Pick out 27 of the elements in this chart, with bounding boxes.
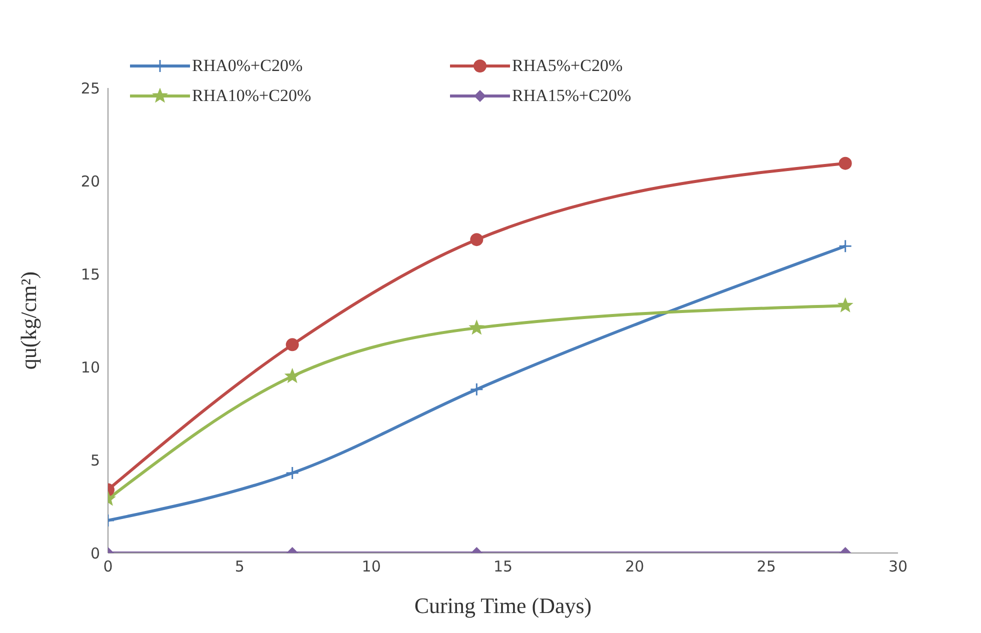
x-tick-label: 25 [756,558,776,576]
x-tick-label: 20 [625,558,644,576]
legend-label: RHA5%+C20% [512,56,623,76]
y-tick-label: 10 [80,358,100,376]
x-tick-label: 15 [493,558,513,576]
y-tick-label: 20 [80,172,100,190]
y-tick-label: 5 [90,451,100,470]
point [838,239,852,253]
x-axis-title: Curing Time (Days) [414,593,592,618]
point [285,368,300,382]
legend-label: RHA10%+C20% [192,86,312,106]
x-tick-label: 30 [888,558,908,576]
y-axis-title: qu(kg/cm²) [16,271,41,370]
point [286,338,299,352]
y-tick-label: 25 [80,79,100,98]
y-tick-label: 0 [90,544,100,562]
point [838,156,852,170]
y-tick-label: 15 [80,265,100,284]
x-tick-label: 5 [234,558,244,576]
point [470,382,484,396]
point [470,320,484,334]
x-tick-label: 10 [362,558,381,576]
legend-label: RHA15%+C20% [512,86,632,106]
x-tick-label: 0 [103,558,113,576]
point [470,233,484,246]
legend-label: RHA0%+C20% [192,56,303,76]
point [838,298,852,312]
